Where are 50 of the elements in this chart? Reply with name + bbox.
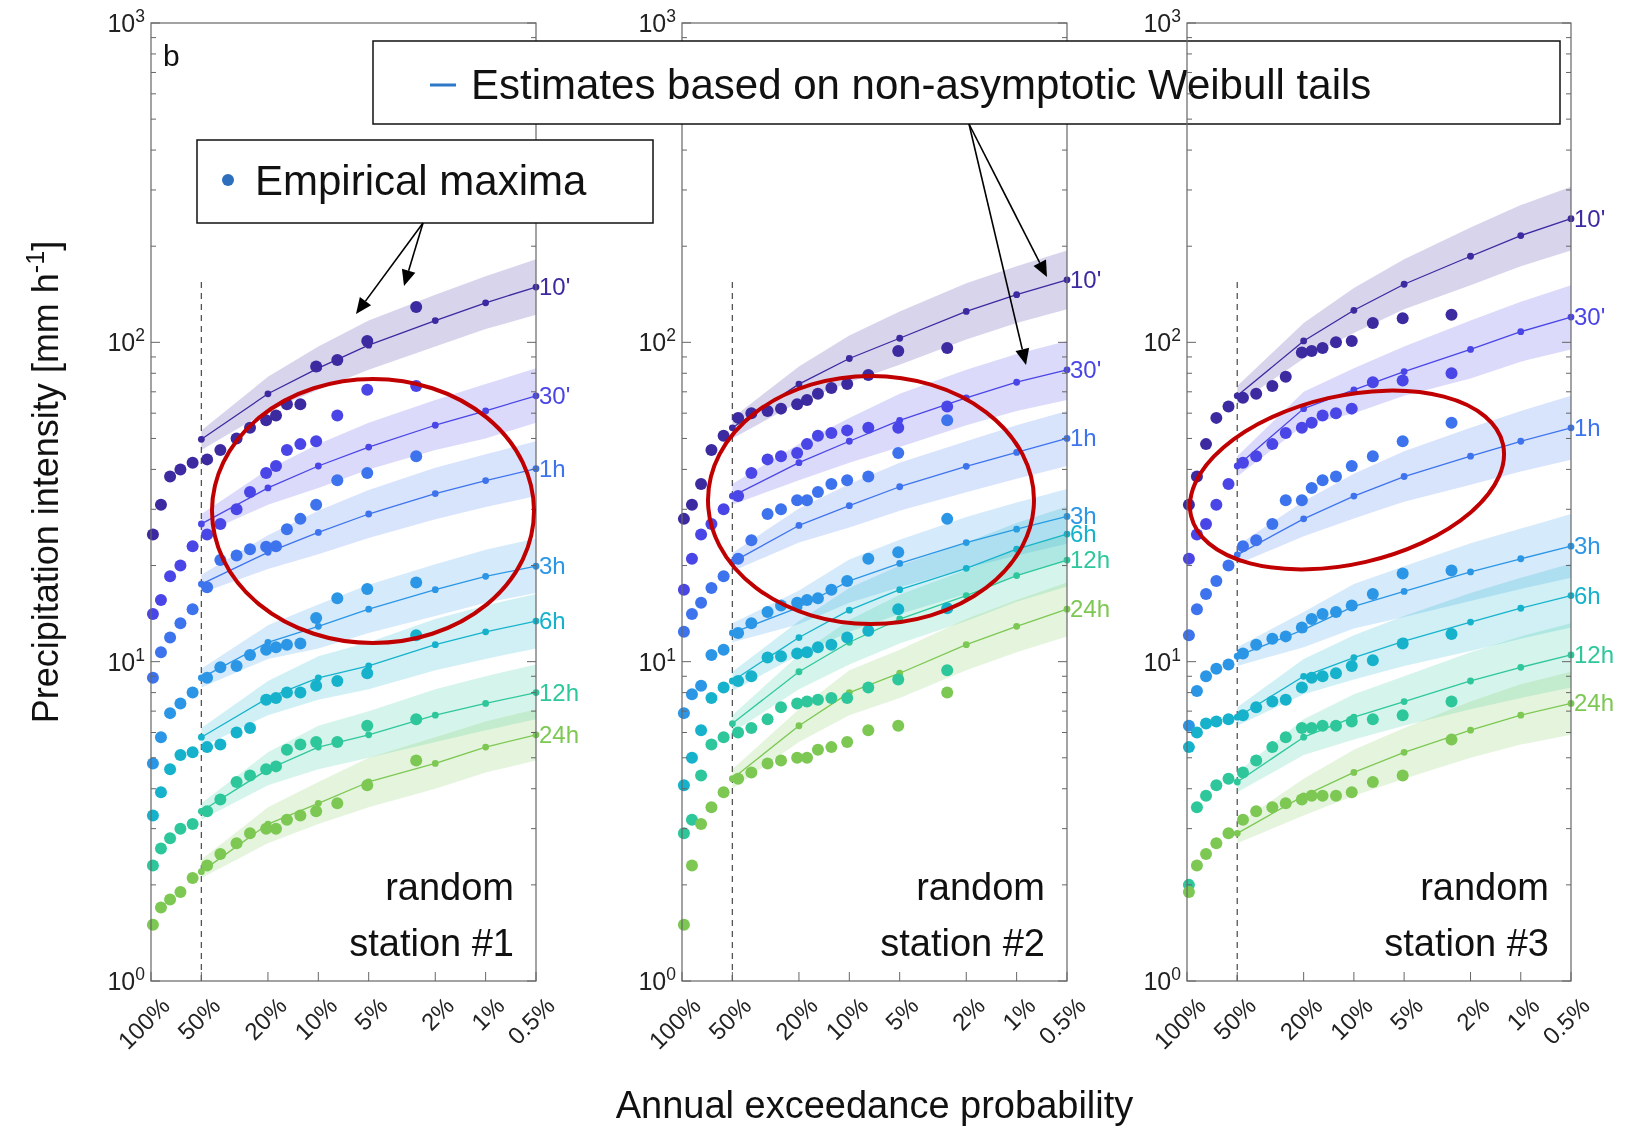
annotation: random station #1 (349, 866, 514, 964)
y-tick-label: 10$^{3}$ (638, 6, 676, 37)
series-label: 30' (539, 381, 571, 409)
series-label: 24h (539, 720, 580, 748)
y-tick-label: 10$^{3}$ (1143, 6, 1181, 37)
series-label: 12h (1070, 546, 1111, 574)
y-tick-label: 10$^{1}$ (107, 644, 145, 676)
y-tick-label: 10$^{2}$ (107, 325, 145, 357)
series-label: 10' (539, 273, 571, 301)
annotation: Empirical maxima (255, 157, 588, 204)
x-axis-title: Annual exceedance probability (615, 1084, 1134, 1126)
y-tick-label: 10$^{0}$ (107, 964, 146, 995)
series-label: 30' (1070, 355, 1102, 383)
series-label: 3h (539, 552, 566, 580)
series-label: 24h (1070, 595, 1111, 623)
x-tick-label: 2% (1450, 991, 1495, 1036)
x-tick-label: 50% (172, 991, 226, 1045)
y-tick-label: 10$^{2}$ (638, 325, 676, 357)
x-tick-label: 5% (880, 991, 924, 1036)
x-tick-label: 2% (415, 991, 460, 1036)
series-label: 3h (1574, 532, 1601, 560)
y-tick-label: 10$^{1}$ (638, 644, 676, 676)
y-tick-label: 10$^{0}$ (1143, 964, 1182, 995)
x-tick-label: 50% (703, 991, 757, 1045)
annotation: b (163, 39, 180, 72)
series-label: 1h (1574, 413, 1601, 441)
x-tick-label: 1% (1501, 991, 1545, 1036)
x-tick-label: 5% (349, 991, 393, 1036)
series-label: 10' (1070, 265, 1102, 293)
x-tick-label: 1% (465, 991, 510, 1036)
series-label: 12h (1574, 640, 1615, 668)
series-label: 30' (1574, 303, 1606, 331)
series-label: 10' (1574, 204, 1606, 232)
y-tick-label: 10$^{0}$ (638, 964, 677, 995)
x-tick-label: 5% (1384, 991, 1429, 1036)
series-label: 1h (1070, 424, 1097, 452)
series-label: 1h (539, 454, 566, 482)
series-label: 6h (539, 607, 566, 635)
x-tick-label: 50% (1208, 991, 1262, 1045)
x-tick-label: 2% (946, 991, 991, 1036)
series-label: 24h (1574, 689, 1615, 717)
y-tick-label: 10$^{1}$ (1143, 644, 1181, 676)
series-label: 6h (1574, 581, 1601, 609)
y-tick-label: 10$^{2}$ (1143, 325, 1181, 357)
annotation: Estimates based on non-asymptotic Weibull tails (471, 61, 1372, 108)
series-label: 12h (539, 678, 580, 706)
annotation: random station #3 (1384, 866, 1549, 964)
annotation: random station #2 (880, 866, 1045, 964)
x-tick-label: 1% (996, 991, 1041, 1036)
y-tick-label: 10$^{3}$ (107, 6, 145, 37)
